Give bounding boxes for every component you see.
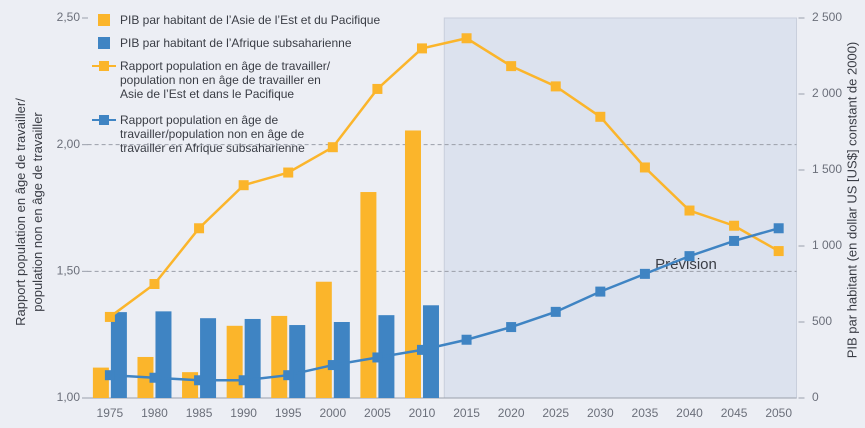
legend-swatch [99,61,109,71]
marker [773,223,784,234]
marker [194,375,205,386]
x-tick-label: 2035 [632,406,659,420]
marker [416,344,427,355]
y-tick-label: 1,00 [57,390,81,404]
x-tick-label: 2040 [676,406,703,420]
line [109,227,780,382]
marker [104,370,115,381]
y2-axis-label: PIB par habitant (en dollar US [US$] con… [844,42,859,359]
x-tick-label: 2000 [319,406,346,420]
bar [333,322,350,398]
legend-swatch [98,37,110,49]
marker [729,220,740,231]
bar [244,318,261,398]
marker [773,246,784,257]
bar [422,305,439,398]
bar [289,325,306,398]
x-tick-label: 2020 [498,406,525,420]
marker [684,251,695,262]
legend-label: PIB par habitant de l’Asie de l’Est et d… [120,13,381,27]
x-tick-label: 2025 [542,406,569,420]
y2-tick-label: 1 500 [812,162,842,176]
marker [283,370,294,381]
x-tick-label: 1995 [275,406,302,420]
x-tick-label: 1985 [186,406,213,420]
x-tick-label: 1975 [97,406,124,420]
marker [238,180,249,191]
marker [461,33,472,44]
x-tick-label: 1980 [141,406,168,420]
marker [327,360,338,371]
bar [200,318,217,398]
marker [372,352,383,363]
marker [639,268,650,279]
bar [360,192,377,398]
marker [461,334,472,345]
y2-tick-label: 500 [812,314,832,328]
marker [639,162,650,173]
x-tick-label: 2015 [453,406,480,420]
y-axis-label-line: Rapport population en âge de travailler/ [13,98,28,326]
x-tick-label: 2010 [409,406,436,420]
y-tick-label: 1,50 [57,264,81,278]
y-axis-label-line: population non en âge de travailler [30,112,45,312]
marker [194,223,205,234]
legend-label: Rapport population en âge de travailler/… [120,59,331,101]
bar [404,130,421,399]
marker [506,322,517,333]
bar [315,281,332,398]
x-tick-label: 2005 [364,406,391,420]
legend-swatch [99,115,109,125]
annotation: Prévision [655,256,717,273]
marker [149,279,160,289]
y2-tick-label: 0 [812,390,819,404]
bar [110,312,127,398]
marker [149,372,160,383]
x-tick-label: 1990 [230,406,257,420]
legend-swatch [98,14,110,26]
x-tick-label: 2030 [587,406,614,420]
y-tick-label: 2,50 [57,10,81,24]
x-tick-label: 2045 [721,406,748,420]
bar [155,311,172,398]
marker [595,286,606,297]
marker [595,111,606,122]
x-tick-label: 2050 [765,406,792,420]
marker [416,43,427,54]
marker [550,306,561,317]
marker [104,311,115,322]
y2-tick-label: 2 000 [812,86,842,100]
marker [550,81,561,92]
y-tick-label: 2,00 [57,137,81,151]
forecast-region [443,17,797,399]
marker [684,205,695,216]
legend-label: PIB par habitant de l’Afrique subsaharie… [120,36,352,50]
y2-tick-label: 2 500 [812,10,842,24]
legend-label: Rapport population en âge de travailler/… [120,113,305,155]
bar [226,325,243,398]
y2-tick-label: 1 000 [812,238,842,252]
marker [506,61,517,72]
marker [283,167,294,178]
marker [372,83,383,94]
y-axis-label: Rapport population en âge de travailler/… [13,98,45,326]
marker [238,375,249,386]
marker [729,235,740,246]
line [109,36,780,318]
marker [327,142,338,153]
bar [271,315,288,398]
